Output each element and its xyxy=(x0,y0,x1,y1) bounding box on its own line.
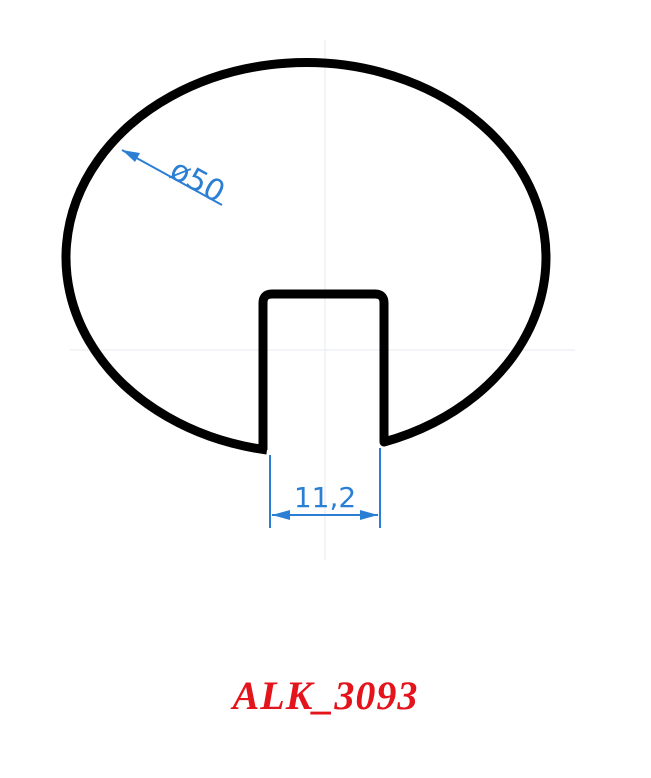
slot-arrowhead-left xyxy=(272,510,290,520)
slot-width-dimension xyxy=(269,448,381,528)
slot-width-label: 11,2 xyxy=(294,481,356,514)
diameter-arrowhead xyxy=(122,150,140,162)
diameter-leader-line xyxy=(121,149,223,206)
slot-arrowhead-right xyxy=(360,510,378,520)
product-code: ALK_3093 xyxy=(232,673,419,718)
construction-lines xyxy=(70,40,575,560)
profile-outline xyxy=(61,58,551,455)
diameter-dimension xyxy=(121,149,223,206)
diameter-label: ø50 xyxy=(164,152,230,210)
profile-drawing: ø50 11,2 xyxy=(61,40,575,560)
